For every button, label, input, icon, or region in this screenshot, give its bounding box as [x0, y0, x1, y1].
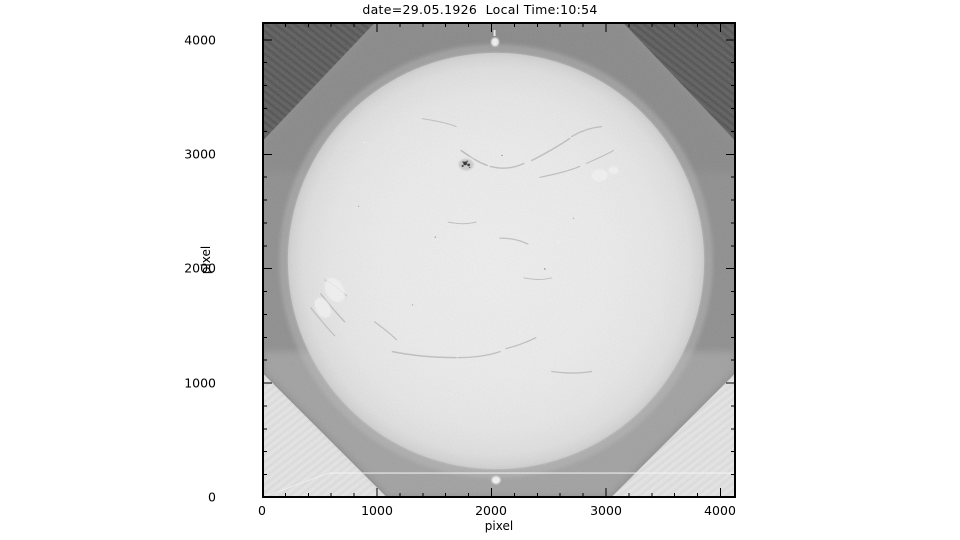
x-axis-label: pixel	[484, 519, 514, 533]
xtick-label-3000: 3000	[590, 503, 622, 518]
ytick-label-1000: 1000	[184, 375, 216, 391]
ytick-label-4000: 4000	[184, 32, 216, 48]
ytick-label-0: 0	[208, 489, 216, 505]
spectroheliogram-image	[263, 23, 735, 497]
image-plot-area	[262, 22, 736, 498]
xtick-label-1000: 1000	[361, 503, 393, 518]
ytick-label-3000: 3000	[184, 146, 216, 162]
ytick-label-2000: 2000	[184, 260, 216, 276]
y-axis-label: pixel	[199, 245, 213, 275]
xtick-label-2000: 2000	[475, 503, 507, 518]
xtick-label-4000: 4000	[704, 503, 736, 518]
page-title: date=29.05.1926 Local Time:10:54	[362, 2, 598, 17]
xtick-label-0: 0	[258, 503, 266, 518]
